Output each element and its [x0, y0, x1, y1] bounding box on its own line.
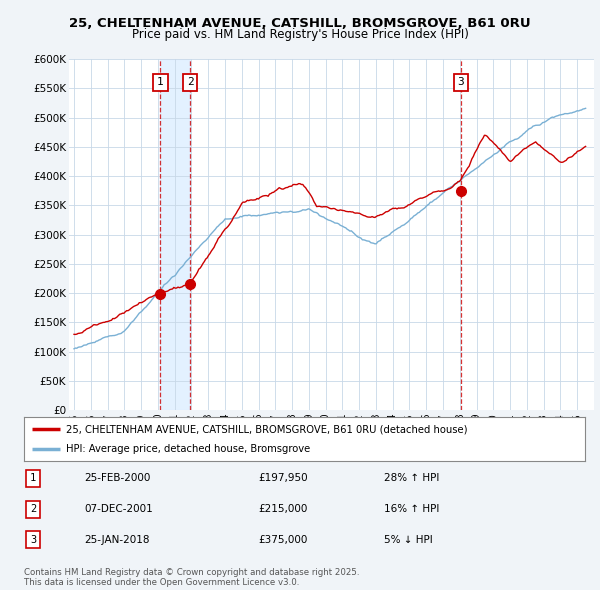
- Text: Price paid vs. HM Land Registry's House Price Index (HPI): Price paid vs. HM Land Registry's House …: [131, 28, 469, 41]
- Text: 16% ↑ HPI: 16% ↑ HPI: [384, 504, 439, 514]
- Text: 1: 1: [157, 77, 164, 87]
- Text: 2: 2: [187, 77, 193, 87]
- Text: Contains HM Land Registry data © Crown copyright and database right 2025.
This d: Contains HM Land Registry data © Crown c…: [24, 568, 359, 587]
- Text: HPI: Average price, detached house, Bromsgrove: HPI: Average price, detached house, Brom…: [66, 444, 310, 454]
- Text: 07-DEC-2001: 07-DEC-2001: [84, 504, 153, 514]
- Text: 2: 2: [30, 504, 36, 514]
- Text: 25, CHELTENHAM AVENUE, CATSHILL, BROMSGROVE, B61 0RU: 25, CHELTENHAM AVENUE, CATSHILL, BROMSGR…: [69, 17, 531, 30]
- Text: 25-JAN-2018: 25-JAN-2018: [84, 535, 149, 545]
- Bar: [160, 59, 190, 410]
- Text: 25, CHELTENHAM AVENUE, CATSHILL, BROMSGROVE, B61 0RU (detached house): 25, CHELTENHAM AVENUE, CATSHILL, BROMSGR…: [66, 424, 467, 434]
- Text: £197,950: £197,950: [258, 474, 308, 483]
- Text: 3: 3: [30, 535, 36, 545]
- Text: 25-FEB-2000: 25-FEB-2000: [84, 474, 151, 483]
- Text: £375,000: £375,000: [258, 535, 307, 545]
- Text: 28% ↑ HPI: 28% ↑ HPI: [384, 474, 439, 483]
- Text: 1: 1: [30, 474, 36, 483]
- Text: 5% ↓ HPI: 5% ↓ HPI: [384, 535, 433, 545]
- Text: 3: 3: [458, 77, 464, 87]
- Text: £215,000: £215,000: [258, 504, 307, 514]
